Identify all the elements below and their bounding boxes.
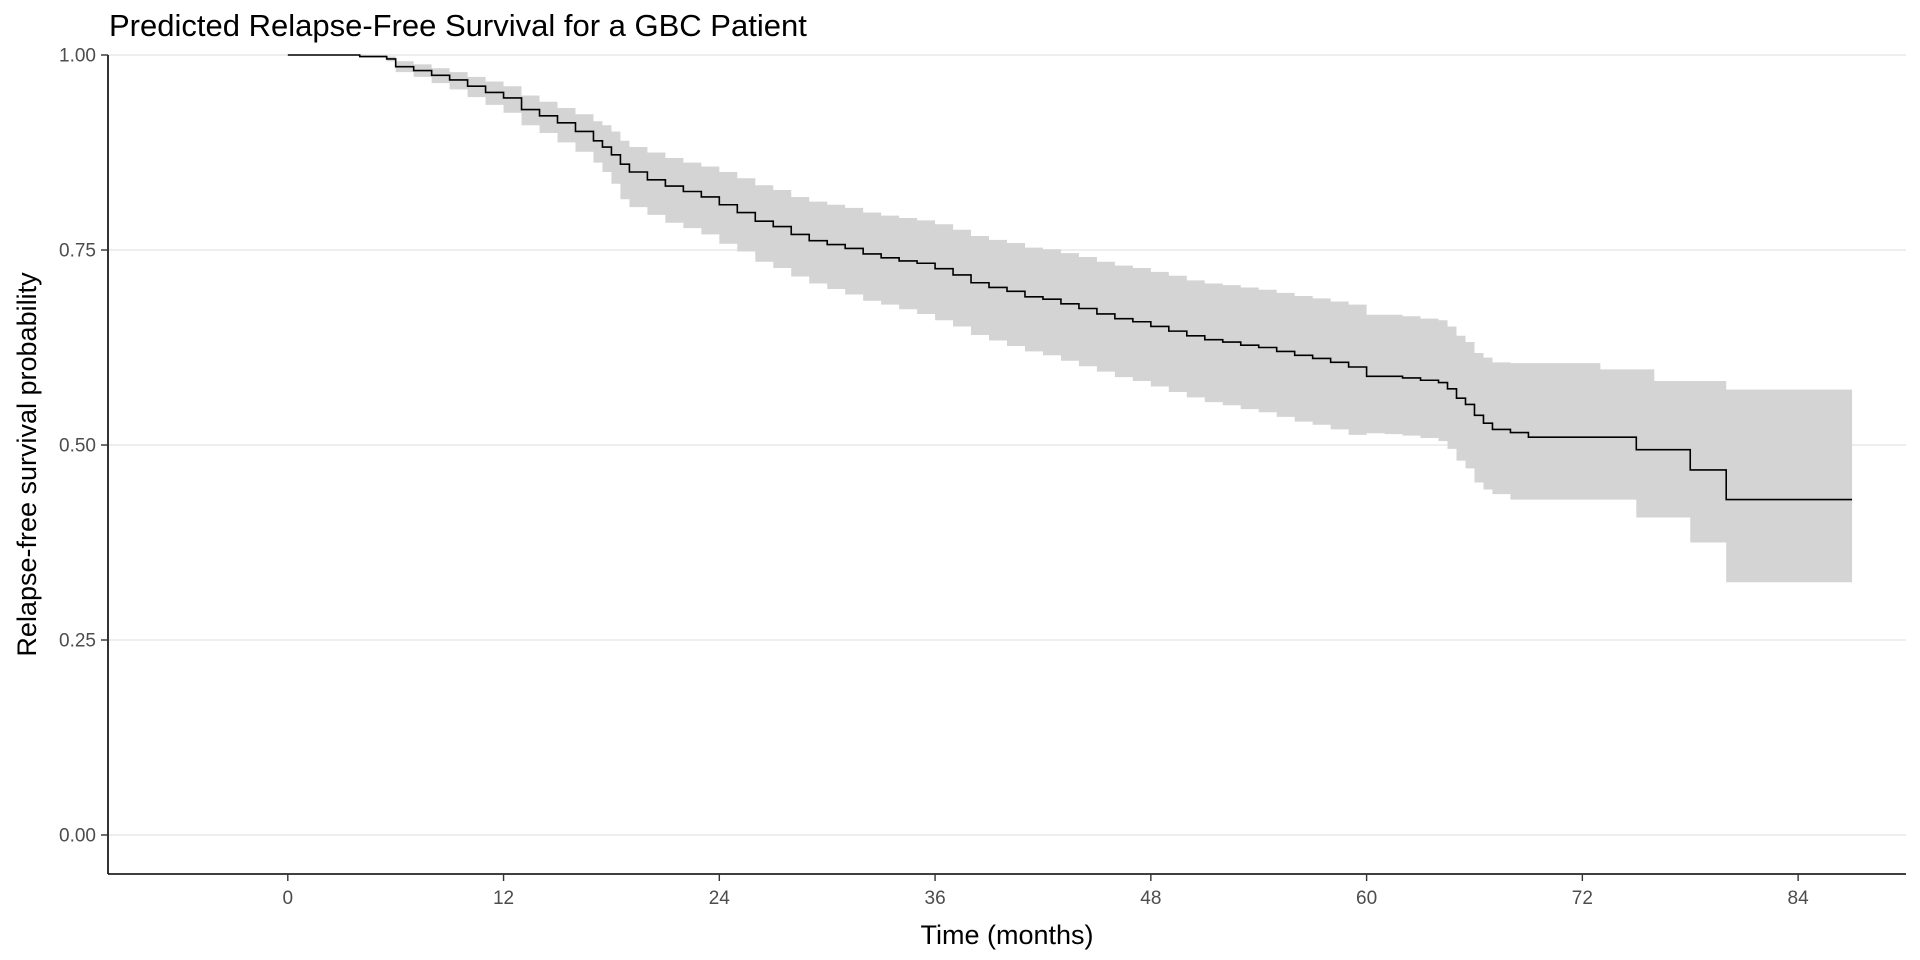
axes: 0.00 0.25 0.50 0.75 1.00 0 12 24 36 48 60 72 84 <box>59 46 1906 909</box>
x-tick-label-0: 0 <box>283 888 294 909</box>
x-tick-label-2: 24 <box>709 888 731 909</box>
x-tick-label-7: 84 <box>1788 888 1810 909</box>
confidence-band-layer <box>287 55 1853 583</box>
x-tick-label-5: 60 <box>1356 888 1377 909</box>
x-tick-label-1: 12 <box>493 888 514 909</box>
y-axis-title: Relapse-free survival probability <box>12 272 42 657</box>
y-tick-label-3: 0.75 <box>59 241 96 262</box>
y-tick-label-4: 1.00 <box>59 46 96 67</box>
x-axis-title: Time (months) <box>920 920 1093 950</box>
chart-title: Predicted Relapse-Free Survival for a GB… <box>109 8 807 43</box>
confidence-band-0 <box>287 55 1853 583</box>
y-tick-label-0: 0.00 <box>59 826 96 847</box>
x-tick-label-4: 48 <box>1140 888 1161 909</box>
x-tick-label-6: 72 <box>1572 888 1593 909</box>
y-tick-label-1: 0.25 <box>59 631 96 652</box>
y-tick-label-2: 0.50 <box>59 436 96 457</box>
survival-curve-layer <box>287 54 1853 501</box>
survival-curve-0 <box>287 54 1853 501</box>
x-tick-label-3: 36 <box>925 888 946 909</box>
